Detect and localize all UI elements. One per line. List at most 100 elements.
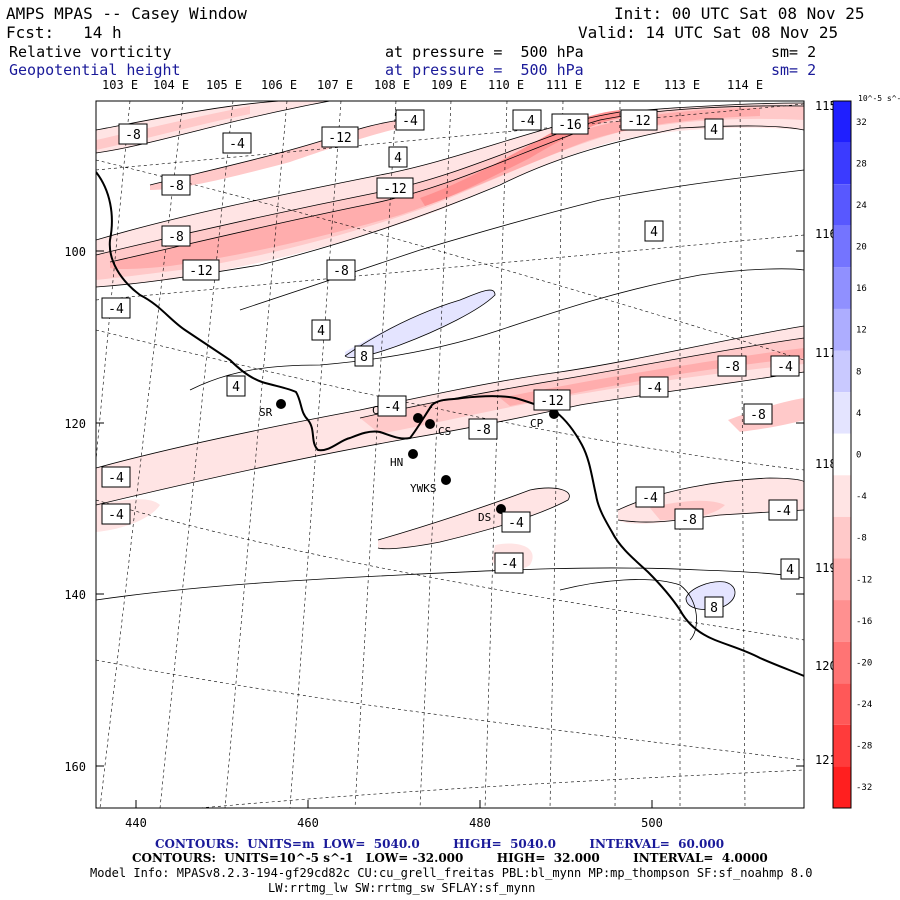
colorbar-box — [833, 433, 851, 476]
footer-height-contours: CONTOURS: UNITS=m LOW= 5040.0 HIGH= 5040… — [155, 837, 725, 851]
contour-label: -4 — [512, 109, 542, 131]
svg-text:-4: -4 — [108, 508, 124, 523]
svg-text:-8: -8 — [168, 230, 184, 245]
x-tick-label: 480 — [469, 816, 491, 830]
contour-label: -8 — [161, 174, 191, 196]
svg-text:4: 4 — [786, 563, 794, 578]
colorbar-labels: 32 28 24 20 16 12 8 4 0 -4 -8 -12 -16 -20 -24 -28 -32 — [856, 118, 872, 793]
station-dot-sr — [276, 399, 286, 409]
svg-text:4: 4 — [650, 225, 658, 240]
y-tick-label: 160 — [64, 760, 86, 774]
colorbar-label: 16 — [856, 284, 867, 294]
svg-text:-12: -12 — [328, 131, 351, 146]
y-tick-label: 100 — [64, 245, 86, 259]
x-tick-label: 440 — [125, 816, 147, 830]
svg-text:-4: -4 — [402, 114, 418, 129]
station-dot-cp — [549, 409, 559, 419]
contour-label: -4 — [770, 355, 800, 377]
svg-text:4: 4 — [317, 324, 325, 339]
lon-label-top: 108 E — [374, 78, 411, 92]
contour-label: -12 — [321, 126, 359, 148]
colorbar-label: 4 — [856, 409, 861, 419]
lon-label-top: 113 E — [664, 78, 701, 92]
svg-text:-8: -8 — [333, 264, 349, 279]
colorbar-box — [833, 683, 851, 725]
field1-sm: sm= 2 — [771, 43, 817, 61]
contour-label: 4 — [644, 220, 664, 242]
coastline — [96, 171, 804, 677]
colorbar-box — [833, 600, 851, 642]
svg-text:-16: -16 — [558, 118, 581, 133]
field1-level: at pressure = 500 hPa — [385, 43, 584, 61]
colorbar-box — [833, 516, 851, 559]
contour-label: -12 — [182, 259, 220, 281]
station-label: HN — [390, 456, 403, 469]
contour-label: -8 — [161, 225, 191, 247]
footer-model-info-2: LW:rrtmg_lw SW:rrtmg_sw SFLAY:sf_mynn — [268, 881, 536, 895]
contour-label: -4 — [101, 466, 131, 488]
contour-label: -4 — [377, 395, 407, 417]
lon-label-top: 112 E — [604, 78, 641, 92]
contour-label: -8 — [118, 123, 148, 145]
contour-label: -4 — [501, 511, 531, 533]
colorbar-box — [833, 558, 851, 601]
footer-vorticity-contours: CONTOURS: UNITS=10^-5 s^-1 LOW= -32.000 … — [132, 851, 768, 865]
svg-text:-4: -4 — [777, 360, 793, 375]
station-label: CP — [530, 417, 544, 430]
field2-level: at pressure = 500 hPa — [385, 61, 584, 79]
colorbar-label: 12 — [856, 326, 867, 336]
svg-text:4: 4 — [710, 123, 718, 138]
contour-label: 4 — [226, 375, 246, 397]
station-label: CS — [438, 425, 451, 438]
svg-text:-12: -12 — [383, 182, 406, 197]
station-dot-hn — [408, 449, 418, 459]
contour-label: -4 — [768, 499, 798, 521]
svg-text:-4: -4 — [519, 114, 535, 129]
svg-text:-4: -4 — [501, 557, 517, 572]
valid-time: Valid: 14 UTC Sat 08 Nov 25 — [578, 23, 839, 42]
contour-label: -8 — [743, 403, 773, 425]
x-tick-label: 460 — [297, 816, 319, 830]
field1-name: Relative vorticity — [9, 43, 172, 61]
colorbar-label: -32 — [856, 783, 872, 793]
contour-label: 4 — [704, 118, 724, 140]
footer-model-info: Model Info: MPASv8.2.3-194-gf29cd82c CU:… — [90, 866, 813, 880]
contour-label: 4 — [388, 146, 408, 168]
lon-label-top: 104 E — [153, 78, 190, 92]
colorbar-box — [833, 641, 851, 684]
svg-text:-8: -8 — [125, 128, 141, 143]
contour-label: 4 — [311, 319, 331, 341]
lon-label-top: 105 E — [206, 78, 243, 92]
contour-label: -8 — [674, 508, 704, 530]
station-label: DS — [478, 511, 491, 524]
contour-label: 4 — [780, 558, 800, 580]
contour-label: 8 — [354, 345, 374, 367]
station-dot-cs — [425, 419, 435, 429]
colorbar-label: -24 — [856, 700, 872, 710]
svg-text:-4: -4 — [775, 504, 791, 519]
lon-label-top: 111 E — [546, 78, 583, 92]
station-label: SR — [259, 406, 273, 419]
forecast-hour: Fcst: 14 h — [6, 23, 122, 42]
station-label: YWKS — [410, 482, 437, 495]
negative-vorticity-band-south — [378, 488, 570, 549]
station-dot-ywks — [441, 475, 451, 485]
svg-text:-8: -8 — [681, 513, 697, 528]
svg-text:-4: -4 — [642, 491, 658, 506]
colorbar-label: -16 — [856, 617, 872, 627]
lon-label-top: 114 E — [727, 78, 764, 92]
contour-label: -4 — [639, 376, 669, 398]
colorbar-label: -28 — [856, 742, 872, 752]
colorbar-label: 32 — [856, 118, 867, 128]
contour-label: -12 — [376, 177, 414, 199]
svg-text:-4: -4 — [108, 471, 124, 486]
svg-text:-8: -8 — [750, 408, 766, 423]
svg-text:-12: -12 — [189, 264, 212, 279]
lon-label-top: 103 E — [102, 78, 139, 92]
colorbar-box — [833, 101, 851, 143]
contour-label: -12 — [533, 389, 571, 411]
contour-label: -4 — [494, 552, 524, 574]
contour-label: -16 — [551, 113, 589, 135]
svg-text:4: 4 — [394, 151, 402, 166]
